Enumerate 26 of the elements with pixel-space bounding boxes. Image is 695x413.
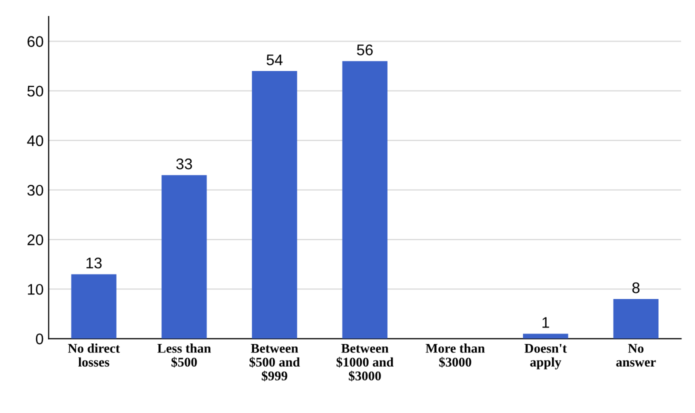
y-tick-label: 10 <box>28 284 44 295</box>
data-label: 13 <box>86 258 102 268</box>
bar <box>252 71 298 339</box>
data-label: 56 <box>356 44 373 56</box>
data-label: 54 <box>266 54 283 66</box>
y-tick-label: 60 <box>28 36 44 47</box>
data-label: 33 <box>176 158 192 170</box>
y-tick-label: 0 <box>36 334 44 344</box>
y-tick-label: 20 <box>28 234 44 246</box>
y-tick-label: 30 <box>27 184 44 196</box>
x-tick-label: No direct losses <box>68 344 120 367</box>
bar <box>522 334 568 339</box>
x-tick-label: No answer <box>616 344 656 367</box>
y-tick-label: 40 <box>27 135 44 146</box>
x-tick-label: Between $500 and $999 <box>250 344 300 382</box>
x-tick-label: More than $3000 <box>426 344 485 368</box>
x-tick-label: Between $1000 and $3000 <box>336 344 394 382</box>
data-label: 8 <box>632 282 640 294</box>
bar <box>162 175 207 339</box>
bar <box>342 61 388 339</box>
x-tick-label: Doesn't apply <box>524 344 567 370</box>
x-tick-label: Less than $500 <box>157 344 211 368</box>
y-tick-label: 50 <box>27 86 44 97</box>
bar <box>71 274 116 339</box>
bar <box>613 299 659 339</box>
data-label: 1 <box>542 317 550 328</box>
